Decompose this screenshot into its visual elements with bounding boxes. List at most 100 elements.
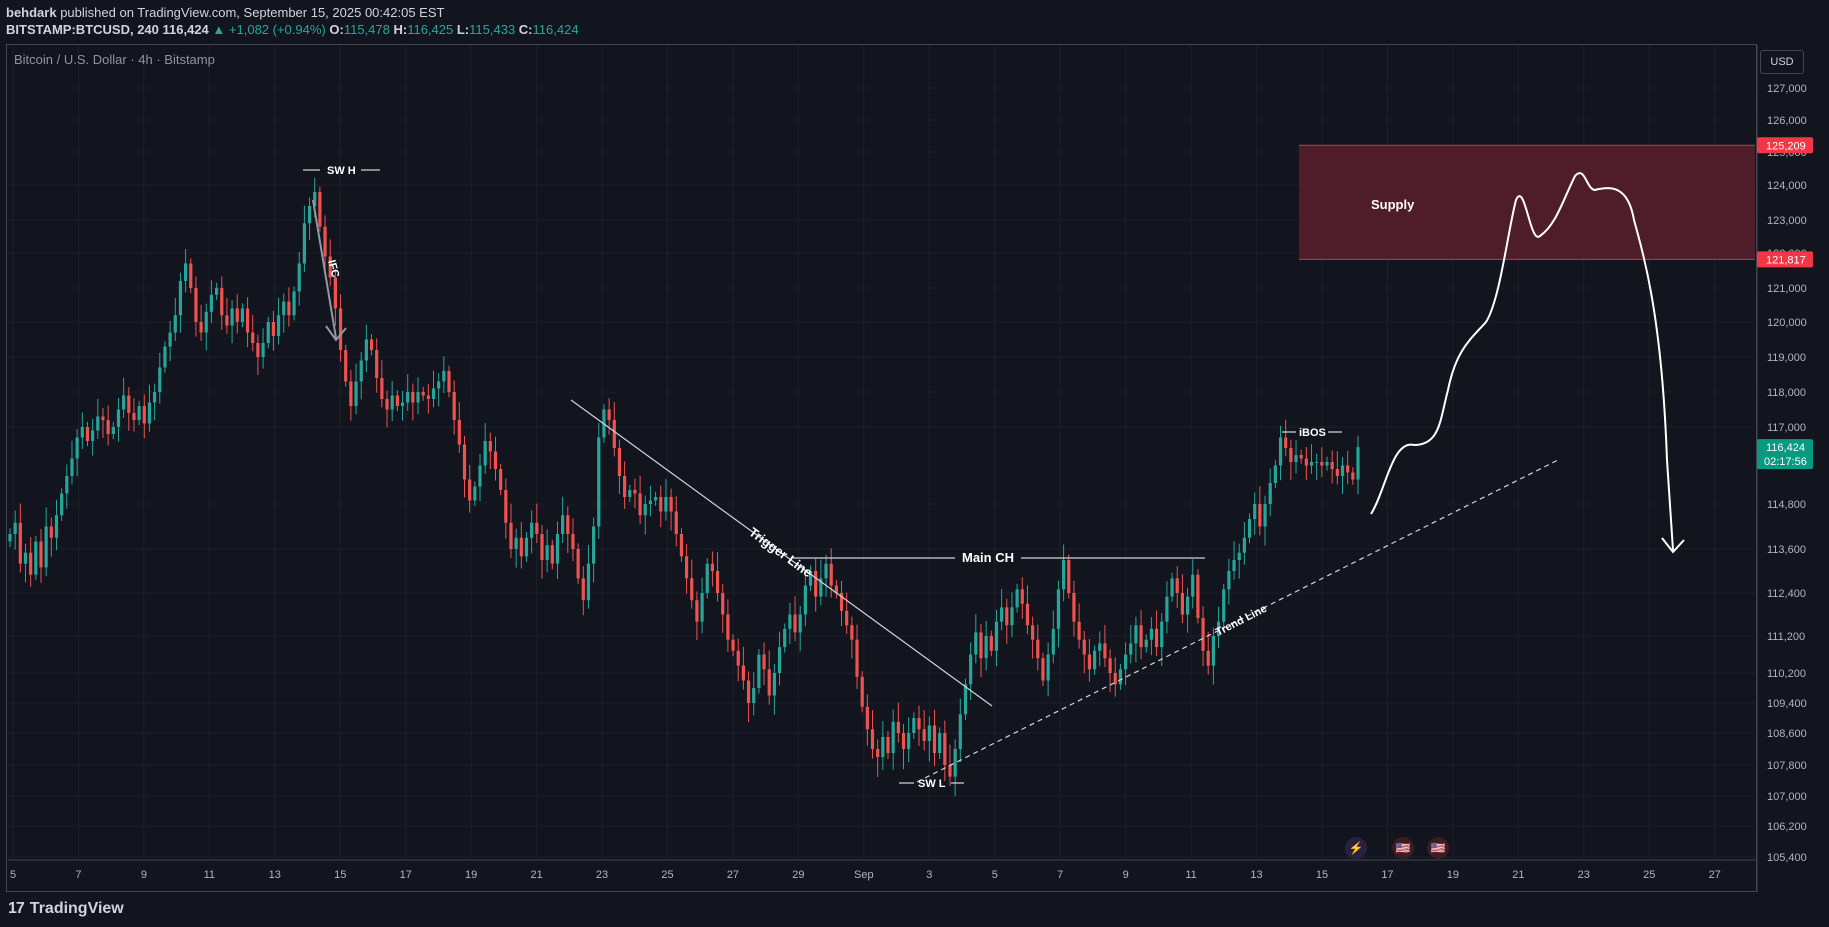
candle-body [1010, 607, 1014, 626]
currency-selector[interactable]: USD [1760, 50, 1804, 74]
candle-body [431, 388, 436, 399]
tradingview-logo-icon: 17 [8, 900, 25, 917]
y-tick-label: 117,000 [1767, 422, 1806, 434]
lightning-event-icon[interactable]: ⚡ [1345, 837, 1367, 859]
x-tick-label: 23 [596, 869, 608, 881]
candle-body [297, 263, 301, 292]
price-tag [1757, 439, 1813, 470]
candle-body [1232, 560, 1236, 571]
y-tick-label: 113,600 [1767, 544, 1806, 556]
candle-body [927, 725, 931, 741]
candle-body [245, 308, 250, 333]
candle-body [1356, 447, 1360, 480]
candle-body [581, 578, 585, 601]
candle-body [839, 593, 844, 611]
x-tick-label: 21 [1512, 869, 1524, 881]
candle-body [669, 497, 673, 512]
x-tick-label: 19 [465, 869, 477, 881]
candle-body [1273, 465, 1277, 483]
chart-title: Bitcoin / U.S. Dollar · 4h · Bitstamp [14, 52, 215, 67]
price-change: ▲ +1,082 (+0.94%) [212, 22, 326, 37]
candle-body [359, 360, 363, 382]
candle-body [710, 563, 715, 571]
author-name[interactable]: behdark [6, 5, 57, 20]
candle-body [1056, 589, 1061, 629]
candle-body [209, 294, 214, 312]
candle-body [457, 420, 461, 445]
main-ch-label: Main CH [962, 550, 1014, 565]
candle-body [411, 392, 415, 403]
candle-body [953, 749, 957, 777]
supply-label: Supply [1371, 197, 1415, 212]
x-tick-label: 9 [141, 869, 147, 881]
price-tag [1757, 137, 1813, 154]
candle-body [1051, 628, 1055, 655]
candle-body [153, 392, 157, 403]
candle-body [462, 444, 467, 480]
candle-body [323, 226, 327, 257]
projection-path [1370, 172, 1674, 551]
projection-arrow-head [1661, 537, 1685, 554]
candle-body [974, 632, 978, 655]
candle-body [1149, 628, 1154, 640]
candle-body [994, 621, 999, 651]
x-tick-label: Sep [854, 869, 874, 881]
candle-body [96, 416, 100, 431]
candle-body [715, 571, 720, 593]
candle-body [39, 541, 43, 568]
candle-body [230, 308, 234, 326]
candle-body [307, 206, 312, 224]
candle-body [1144, 639, 1148, 648]
symbol-label[interactable]: BITSTAMP:BTCUSD, 240 [6, 22, 159, 37]
tradingview-logo[interactable]: 17 TradingView [8, 900, 124, 918]
candle-body [85, 427, 90, 441]
us-flag-events-icon[interactable]: 🇺🇸 [1427, 837, 1449, 859]
candle-body [958, 714, 962, 749]
published-text: published on TradingView.com, September … [60, 5, 445, 20]
candle-body [468, 479, 472, 501]
candle-body [189, 263, 193, 288]
candle-body [684, 556, 689, 579]
y-tick-label: 111,200 [1767, 631, 1805, 643]
candle-body [1087, 654, 1092, 670]
candle-body [266, 322, 270, 343]
candle-body [416, 392, 420, 403]
candle-body [829, 563, 833, 586]
brand-name: TradingView [29, 900, 124, 917]
candle-body [932, 725, 937, 753]
candle-body [127, 395, 131, 413]
candle-body [1294, 455, 1298, 462]
candle-body [313, 192, 317, 206]
candle-body [54, 515, 59, 538]
us-flag-event-icon[interactable]: 🇺🇸 [1392, 837, 1414, 859]
candle-body [292, 291, 296, 316]
candle-body [1211, 636, 1215, 666]
candle-body [607, 409, 611, 420]
footer [0, 892, 1829, 927]
countdown-label: 02:17:56 [1764, 456, 1807, 468]
candle-body [184, 263, 188, 281]
close-value: 116,424 [532, 22, 579, 37]
candle-body [478, 465, 482, 487]
trigger-line [570, 399, 993, 707]
candle-body [1170, 578, 1174, 597]
candle-body [344, 350, 348, 382]
candle-body [251, 332, 255, 343]
low-label: L: [456, 22, 470, 37]
x-tick-label: 3 [926, 869, 932, 881]
close-label: C: [518, 22, 533, 37]
candle-body [808, 571, 813, 586]
candle-body [75, 437, 79, 459]
candle-body [488, 441, 492, 452]
candle-body [788, 614, 792, 629]
candle-body [338, 308, 343, 350]
ibos-label: iBOS [1299, 427, 1326, 439]
candle-body [1000, 607, 1004, 622]
candle-body [922, 729, 926, 741]
y-tick-label: 107,000 [1767, 791, 1807, 803]
candle-body [1129, 643, 1133, 655]
candle-body [1113, 673, 1117, 685]
sw-h-label: SW H [327, 165, 356, 177]
x-tick-label: 7 [75, 869, 81, 881]
